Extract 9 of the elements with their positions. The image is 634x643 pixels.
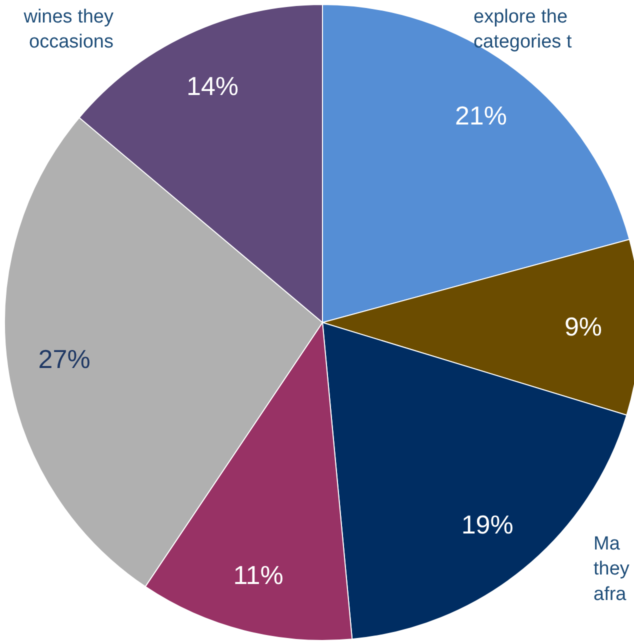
data-label: 9% — [564, 312, 602, 342]
text: wines they occasions — [22, 6, 114, 53]
data-label: 14% — [186, 71, 239, 102]
data-label: 19% — [461, 510, 514, 540]
text: Ma they afra — [594, 534, 630, 605]
data-label: 21% — [454, 100, 507, 130]
data-label: 27% — [38, 344, 90, 374]
text: explore the categories t — [474, 6, 572, 53]
data-label: 11% — [233, 560, 284, 590]
